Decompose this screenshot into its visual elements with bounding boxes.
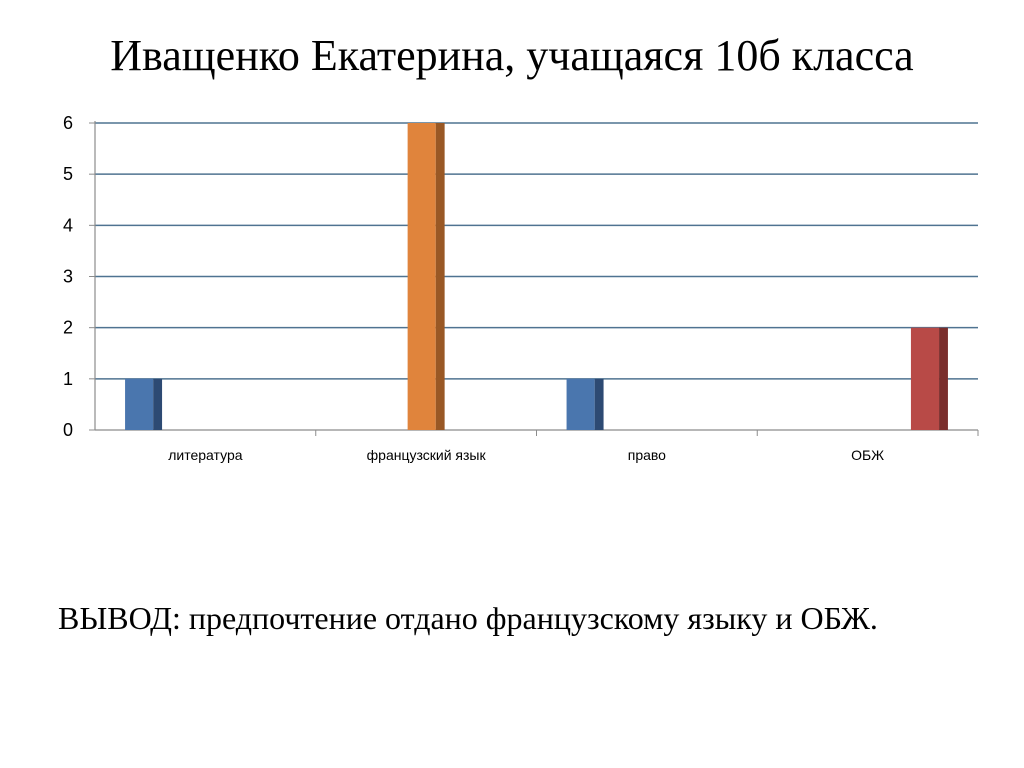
category-label: литература bbox=[168, 447, 242, 463]
gridlines bbox=[95, 122, 978, 380]
y-tick-label: 6 bbox=[63, 113, 73, 133]
category-labels: литература французский язык право ОБЖ bbox=[168, 447, 884, 463]
category-label: право bbox=[628, 447, 666, 463]
conclusion-text: ВЫВОД: предпочтение отдано французскому … bbox=[58, 600, 878, 636]
y-tick-label: 1 bbox=[63, 369, 73, 389]
y-tick-label: 2 bbox=[63, 318, 73, 338]
y-tick-label: 4 bbox=[63, 215, 73, 235]
bar bbox=[566, 378, 604, 430]
axes bbox=[89, 121, 979, 436]
bar bbox=[125, 378, 163, 430]
y-tick-labels: 0 1 2 3 4 5 6 bbox=[63, 113, 73, 440]
bar-chart: 0 1 2 3 4 5 6 литература французский язык право О… bbox=[63, 113, 979, 463]
category-label: французский язык bbox=[367, 447, 487, 463]
bar bbox=[910, 327, 948, 430]
y-tick-label: 0 bbox=[63, 420, 73, 440]
y-tick-label: 5 bbox=[63, 164, 73, 184]
bars bbox=[125, 123, 948, 430]
category-label: ОБЖ bbox=[851, 447, 884, 463]
bar bbox=[407, 123, 445, 430]
y-tick-label: 3 bbox=[63, 267, 73, 287]
slide-title: Иващенко Екатерина, учащаяся 10б класса bbox=[110, 31, 914, 80]
